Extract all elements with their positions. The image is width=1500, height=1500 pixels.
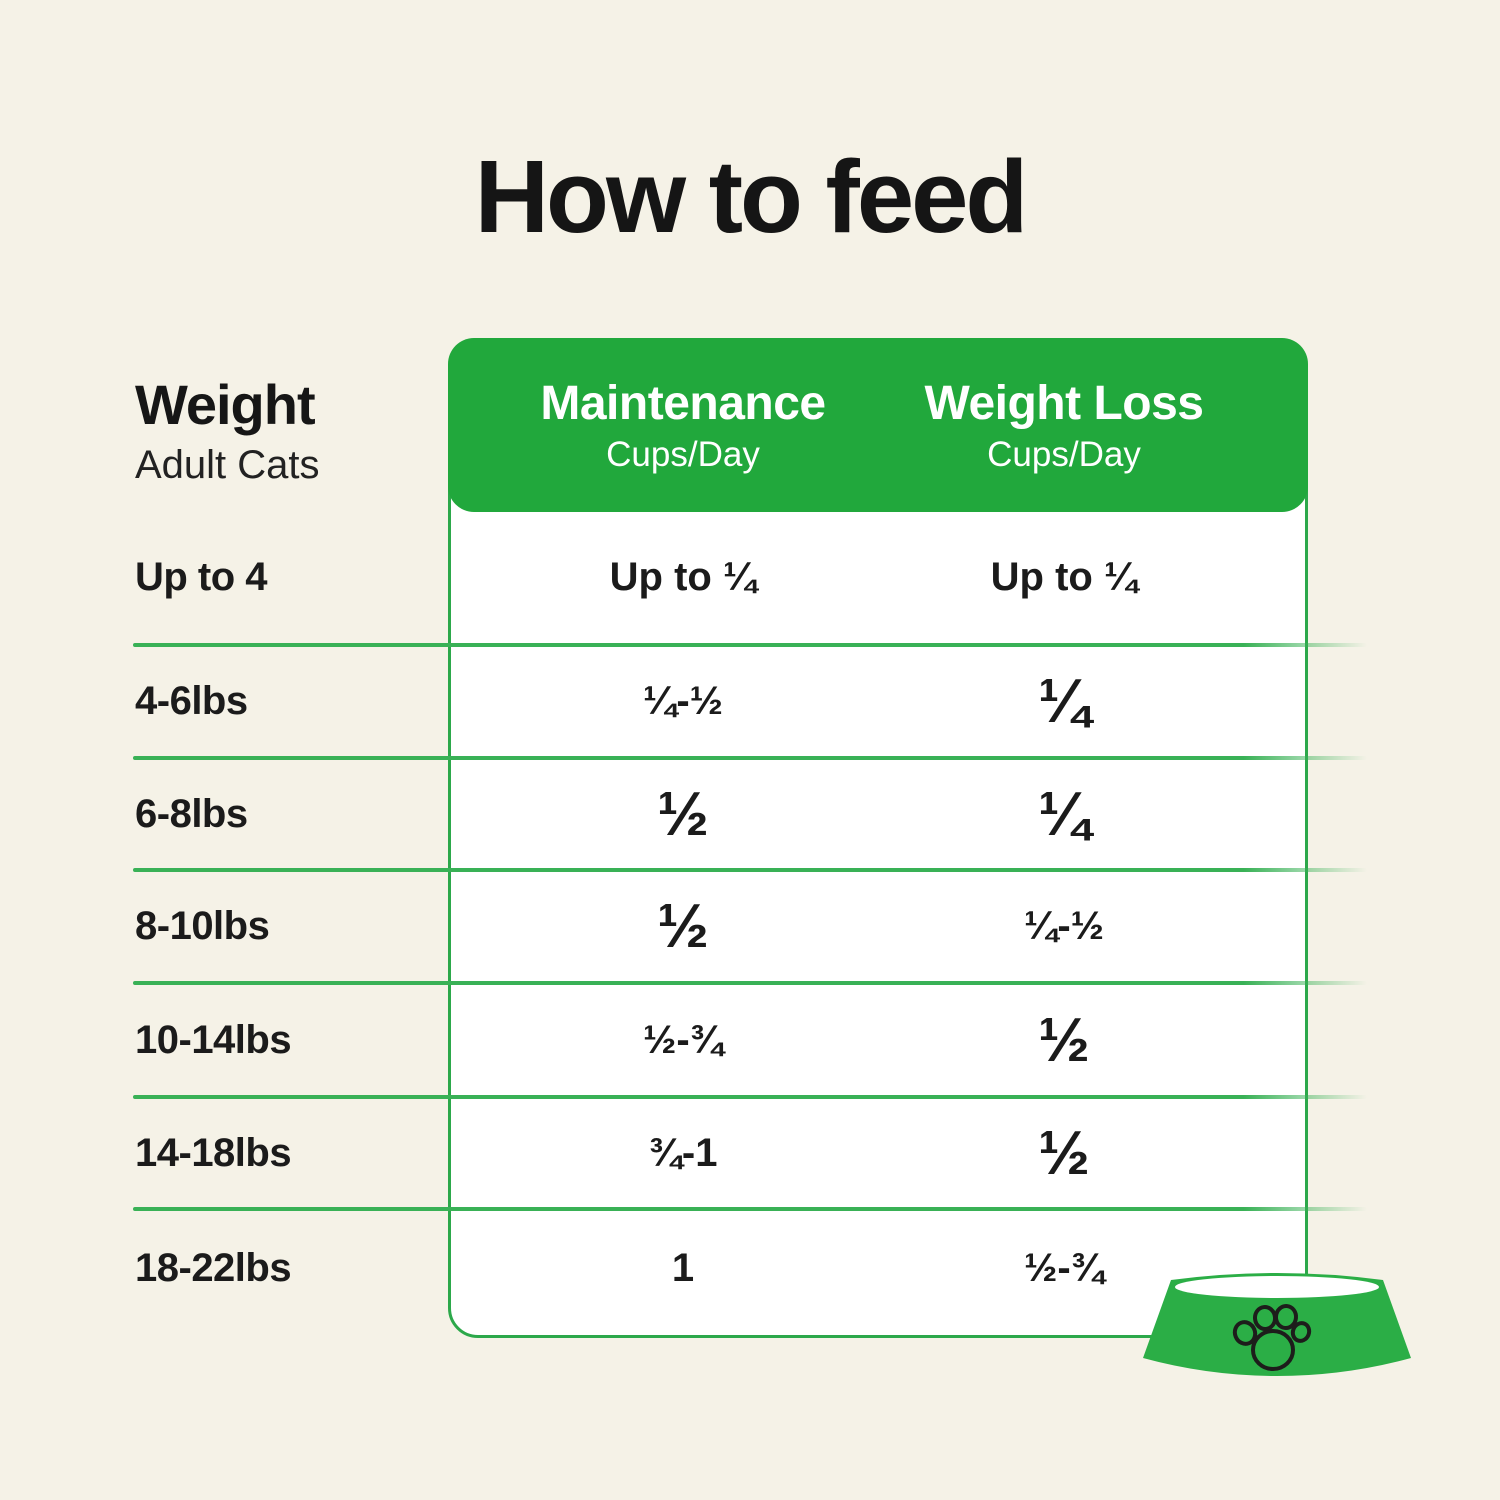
row-divider [133, 1095, 1367, 1099]
weight-loss-value: ½-¾ [1023, 1246, 1105, 1290]
weight-loss-value: ¼ [1038, 779, 1090, 849]
feeding-table-body [448, 424, 1308, 1338]
weight-loss-title: Weight Loss [924, 376, 1204, 430]
weight-loss-value: ¼ [1038, 667, 1090, 736]
maintenance-value: ¼-½ [642, 679, 724, 723]
row-divider [133, 868, 1367, 872]
table-row: 6-8lbs ½ ¼ [133, 760, 1310, 868]
maintenance-value: ½ [657, 779, 709, 849]
pet-bowl-paw-icon [1143, 1273, 1411, 1376]
row-divider [133, 756, 1367, 760]
column-header-weight-loss: Weight Loss Cups/Day [878, 338, 1250, 512]
row-weight-label: 4-6lbs [135, 679, 248, 723]
table-row: 14-18lbs ¾-1 ½ [133, 1099, 1310, 1207]
table-row: 4-6lbs ¼-½ ¼ [133, 647, 1310, 756]
maintenance-value: Up to ¼ [609, 555, 757, 599]
row-weight-label: 6-8lbs [135, 791, 248, 836]
weight-loss-value: Up to ¼ [990, 555, 1138, 599]
table-column-headers: Maintenance Cups/Day Weight Loss Cups/Da… [448, 338, 1308, 512]
maintenance-title: Maintenance [540, 376, 826, 430]
paw-print-icon [1232, 1304, 1312, 1371]
maintenance-value: ½ [657, 892, 709, 961]
row-weight-label: 14-18lbs [135, 1130, 292, 1175]
weight-loss-value: ½ [1038, 1005, 1090, 1075]
weight-loss-value: ½ [1038, 1118, 1090, 1188]
maintenance-value: ½-¾ [642, 1017, 724, 1062]
row-divider [133, 643, 1367, 647]
weight-loss-subtitle: Cups/Day [987, 434, 1141, 474]
table-row: 18-22lbs 1 ½-¾ [133, 1211, 1310, 1326]
row-weight-label: 10-14lbs [135, 1017, 292, 1062]
row-weight-label: Up to 4 [135, 555, 268, 599]
row-weight-label: 18-22lbs [135, 1246, 292, 1290]
maintenance-value: ¾-1 [648, 1130, 718, 1175]
table-row: Up to 4 Up to ¼ Up to ¼ [133, 512, 1310, 643]
weight-header-subtitle: Adult Cats [135, 443, 320, 487]
row-divider [133, 1207, 1367, 1211]
weight-column-header: Weight Adult Cats [135, 372, 320, 488]
weight-header-title: Weight [135, 373, 316, 436]
maintenance-value: 1 [671, 1246, 695, 1290]
table-row: 10-14lbs ½-¾ ½ [133, 985, 1310, 1095]
row-weight-label: 8-10lbs [135, 904, 270, 948]
table-row: 8-10lbs ½ ¼-½ [133, 872, 1310, 981]
maintenance-subtitle: Cups/Day [606, 434, 760, 474]
column-header-maintenance: Maintenance Cups/Day [488, 338, 878, 512]
row-divider [133, 981, 1367, 985]
page-title: How to feed [474, 139, 1029, 254]
weight-loss-value: ¼-½ [1023, 904, 1105, 948]
